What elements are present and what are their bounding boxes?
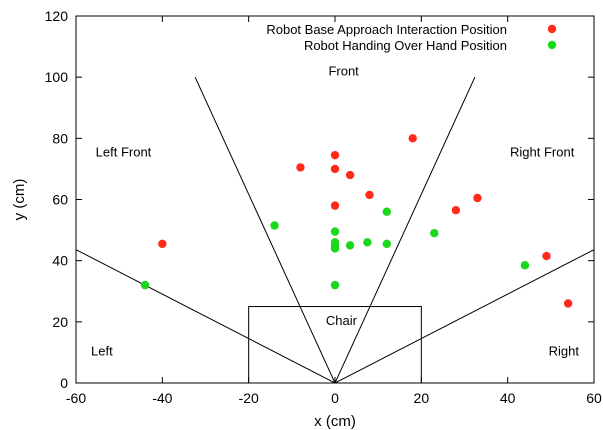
handover-position-point (382, 239, 391, 249)
x-tick-label: -20 (239, 390, 259, 406)
approach-position-point (542, 251, 551, 261)
approach-position-point (296, 163, 305, 172)
y-tick-label: 100 (45, 69, 69, 85)
approach-position-point (473, 193, 482, 203)
approach-position-point (330, 164, 340, 174)
x-tick-label: 60 (586, 390, 602, 406)
region-label: Right (549, 343, 580, 358)
handover-position-point (382, 207, 391, 216)
y-tick-label: 40 (52, 253, 68, 269)
x-tick-label: -40 (152, 390, 172, 406)
x-axis-label: x (cm) (314, 413, 356, 430)
approach-position-point (330, 150, 340, 160)
legend-entry-label: Robot Base Approach Interaction Position (266, 22, 507, 37)
legend-marker (547, 40, 557, 50)
handover-position-point (345, 241, 355, 250)
handover-position-point (330, 227, 340, 236)
legend-entry-label: Robot Handing Over Hand Position (304, 38, 507, 53)
approach-position-point (563, 299, 573, 308)
approach-position-point (365, 190, 374, 200)
region-boundary-line (194, 76, 336, 384)
y-tick-label: 120 (45, 8, 69, 24)
region-label: Left (91, 343, 113, 358)
approach-position-point (345, 170, 355, 180)
region-boundary-line (334, 76, 476, 384)
region-label: Right Front (510, 145, 575, 160)
region-boundary-line (334, 249, 595, 384)
handover-position-point (430, 228, 439, 238)
y-axis-label: y (cm) (11, 179, 28, 221)
approach-position-point (158, 239, 167, 249)
handover-position-point (270, 221, 279, 230)
legend-marker (547, 24, 557, 34)
region-label: Front (328, 64, 359, 79)
approach-position-point (451, 206, 461, 215)
x-tick-label: 40 (500, 390, 516, 406)
y-tick-label: 20 (52, 314, 68, 330)
x-tick-label: 0 (331, 390, 339, 406)
x-tick-label: 20 (414, 390, 430, 406)
region-boundary-line (75, 249, 336, 384)
handover-position-point (520, 261, 530, 270)
region-label: Left Front (96, 145, 152, 160)
region-label: Chair (326, 313, 358, 328)
y-tick-label: 0 (60, 375, 68, 391)
plot-area: -60 -40 -20 0 20 40 60 0 20 40 60 80 100 120 x (cm) y (… (11, 8, 602, 430)
chair-box (248, 306, 422, 384)
y-tick-label: 60 (52, 192, 68, 208)
handover-position-point (140, 280, 150, 290)
y-tick-label: 80 (52, 130, 68, 146)
x-tick-label: -60 (66, 390, 86, 406)
handover-position-point (330, 280, 340, 290)
approach-position-point (330, 201, 340, 210)
handover-position-point (330, 244, 340, 253)
approach-position-point (408, 134, 417, 143)
handover-position-point (363, 238, 372, 247)
